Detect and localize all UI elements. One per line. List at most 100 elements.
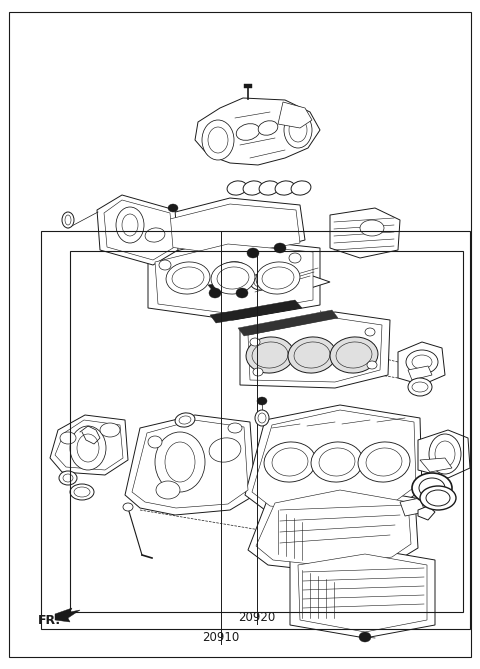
Ellipse shape: [319, 448, 355, 476]
Polygon shape: [298, 554, 427, 632]
Ellipse shape: [156, 481, 180, 499]
Ellipse shape: [359, 632, 371, 642]
Polygon shape: [125, 415, 255, 515]
Polygon shape: [104, 200, 173, 260]
Ellipse shape: [426, 490, 450, 506]
Ellipse shape: [291, 181, 311, 195]
Ellipse shape: [365, 328, 375, 336]
Ellipse shape: [429, 434, 461, 474]
Polygon shape: [408, 366, 432, 380]
Polygon shape: [290, 548, 435, 638]
Polygon shape: [398, 342, 445, 385]
Polygon shape: [256, 490, 411, 566]
Ellipse shape: [406, 350, 438, 374]
Ellipse shape: [247, 248, 259, 258]
Ellipse shape: [159, 260, 171, 270]
Ellipse shape: [216, 262, 248, 282]
Polygon shape: [244, 84, 252, 88]
Ellipse shape: [252, 342, 288, 368]
Bar: [41, 231, 470, 629]
Text: FR.: FR.: [38, 613, 61, 626]
Ellipse shape: [221, 266, 243, 278]
Polygon shape: [252, 410, 416, 512]
Ellipse shape: [412, 473, 452, 503]
Text: 20910: 20910: [202, 631, 240, 644]
Ellipse shape: [123, 503, 133, 511]
Ellipse shape: [275, 181, 295, 195]
Ellipse shape: [253, 368, 263, 376]
Ellipse shape: [250, 274, 270, 290]
Ellipse shape: [59, 471, 77, 485]
Ellipse shape: [70, 484, 94, 500]
Ellipse shape: [145, 228, 165, 242]
Ellipse shape: [209, 438, 241, 462]
Polygon shape: [330, 208, 400, 258]
Ellipse shape: [179, 416, 191, 424]
Ellipse shape: [60, 432, 76, 444]
Ellipse shape: [63, 474, 73, 482]
Ellipse shape: [256, 262, 300, 294]
Ellipse shape: [262, 267, 294, 289]
Ellipse shape: [264, 442, 316, 482]
Ellipse shape: [358, 442, 410, 482]
Polygon shape: [158, 204, 300, 255]
Ellipse shape: [77, 434, 99, 462]
Ellipse shape: [435, 441, 455, 467]
Ellipse shape: [412, 355, 432, 369]
Ellipse shape: [122, 214, 138, 236]
Ellipse shape: [255, 410, 269, 426]
Ellipse shape: [175, 413, 195, 427]
Ellipse shape: [257, 397, 267, 405]
Ellipse shape: [243, 181, 263, 195]
Polygon shape: [148, 238, 320, 320]
Polygon shape: [420, 458, 452, 472]
Ellipse shape: [236, 124, 260, 140]
Polygon shape: [278, 102, 312, 128]
Ellipse shape: [202, 120, 234, 160]
Polygon shape: [248, 318, 382, 382]
Ellipse shape: [74, 487, 90, 497]
Ellipse shape: [70, 426, 106, 470]
Ellipse shape: [209, 288, 221, 298]
Ellipse shape: [419, 478, 445, 498]
Polygon shape: [238, 310, 338, 336]
Bar: [70, 251, 463, 612]
Ellipse shape: [165, 442, 195, 482]
Ellipse shape: [166, 262, 210, 294]
Ellipse shape: [258, 413, 266, 423]
Ellipse shape: [274, 243, 286, 253]
Ellipse shape: [172, 267, 204, 289]
Polygon shape: [50, 415, 128, 475]
Polygon shape: [55, 420, 123, 470]
Polygon shape: [155, 244, 313, 314]
Ellipse shape: [289, 118, 307, 142]
Ellipse shape: [289, 253, 301, 263]
Ellipse shape: [236, 288, 248, 298]
Ellipse shape: [367, 361, 377, 369]
Polygon shape: [418, 506, 435, 520]
Polygon shape: [97, 195, 178, 265]
Ellipse shape: [208, 127, 228, 153]
Polygon shape: [248, 485, 418, 572]
Polygon shape: [250, 275, 330, 300]
Ellipse shape: [336, 342, 372, 368]
Ellipse shape: [211, 262, 255, 294]
Ellipse shape: [288, 337, 336, 373]
Ellipse shape: [227, 181, 247, 195]
Ellipse shape: [330, 337, 378, 373]
Polygon shape: [418, 430, 470, 478]
Polygon shape: [195, 98, 320, 165]
Polygon shape: [210, 300, 302, 323]
Ellipse shape: [420, 486, 456, 510]
Ellipse shape: [272, 448, 308, 476]
Ellipse shape: [168, 204, 178, 212]
Polygon shape: [55, 608, 80, 622]
Ellipse shape: [412, 382, 428, 392]
Ellipse shape: [228, 423, 242, 433]
Ellipse shape: [254, 277, 266, 287]
Ellipse shape: [148, 436, 162, 448]
Polygon shape: [208, 278, 252, 290]
Ellipse shape: [116, 207, 144, 243]
Text: 20920: 20920: [238, 611, 276, 624]
Polygon shape: [245, 405, 422, 518]
